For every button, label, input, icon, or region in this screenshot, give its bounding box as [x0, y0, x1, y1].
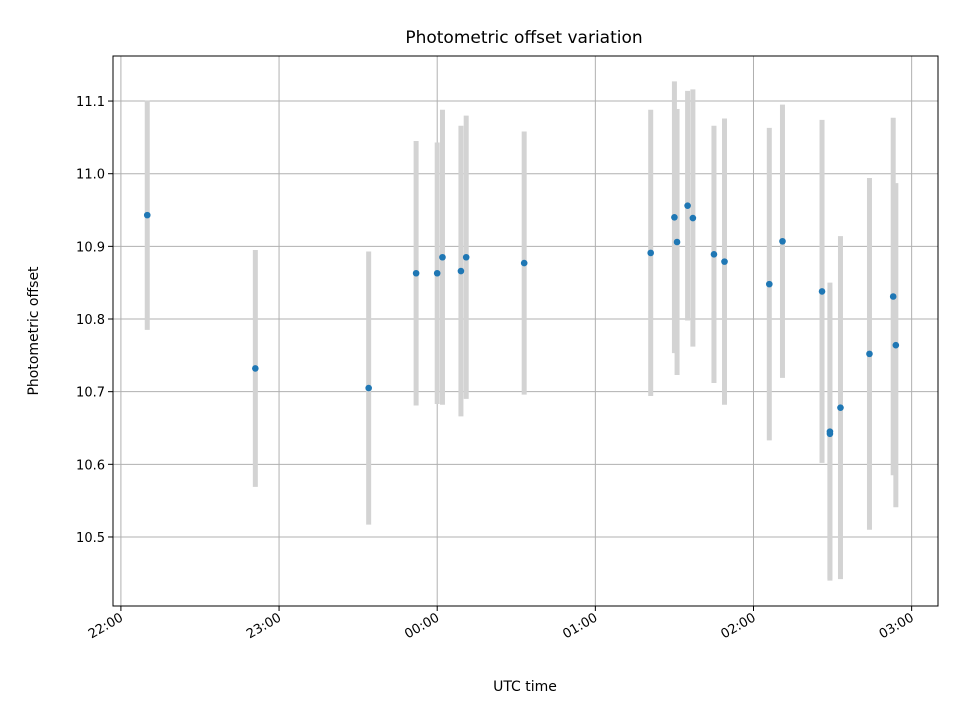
data-point	[143, 211, 151, 219]
data-point	[462, 253, 470, 261]
y-tick-label: 10.5	[76, 531, 105, 546]
y-tick-label: 10.8	[76, 313, 105, 328]
x-tick-label: 00:00	[402, 610, 442, 642]
data-point	[671, 213, 678, 221]
data-point	[866, 350, 873, 358]
data-point	[892, 341, 900, 349]
data-point	[673, 238, 681, 246]
data-point	[647, 249, 654, 257]
data-points	[143, 202, 900, 438]
data-point	[433, 269, 441, 277]
data-point	[412, 269, 420, 277]
data-point	[457, 267, 465, 275]
data-point	[766, 280, 773, 288]
data-point	[837, 404, 844, 411]
x-axis: 22:00 23:00 00:00 01:00 02:00 03:00	[86, 606, 917, 642]
data-point	[710, 251, 718, 258]
x-tick-label: 23:00	[244, 610, 284, 642]
data-point	[689, 214, 697, 222]
x-tick-label: 01:00	[560, 610, 600, 642]
y-tick-label: 11.0	[76, 168, 105, 183]
x-axis-label: UTC time	[493, 679, 557, 695]
y-tick-label: 11.1	[76, 95, 105, 110]
y-axis-label: Photometric offset	[26, 266, 42, 396]
x-tick-label: 03:00	[877, 610, 917, 642]
data-point	[889, 293, 897, 300]
data-point	[520, 259, 528, 267]
data-point	[721, 258, 728, 265]
y-tick-label: 10.9	[76, 240, 105, 255]
y-axis: 10.5 10.6 10.7 10.8 10.9 11.0 11.1	[76, 95, 113, 546]
y-tick-label: 10.6	[76, 458, 105, 473]
errorbars	[144, 81, 899, 581]
x-tick-label: 22:00	[86, 610, 126, 642]
data-point	[826, 430, 834, 438]
data-point	[439, 253, 446, 261]
data-point	[365, 384, 372, 392]
y-tick-label: 10.7	[76, 386, 105, 401]
plot-frame	[112, 55, 939, 607]
chart-title: Photometric offset variation	[405, 28, 642, 48]
data-point	[779, 237, 786, 245]
data-point	[684, 202, 691, 209]
data-point	[252, 365, 259, 372]
x-tick-label: 02:00	[719, 610, 759, 642]
data-point	[818, 288, 826, 295]
